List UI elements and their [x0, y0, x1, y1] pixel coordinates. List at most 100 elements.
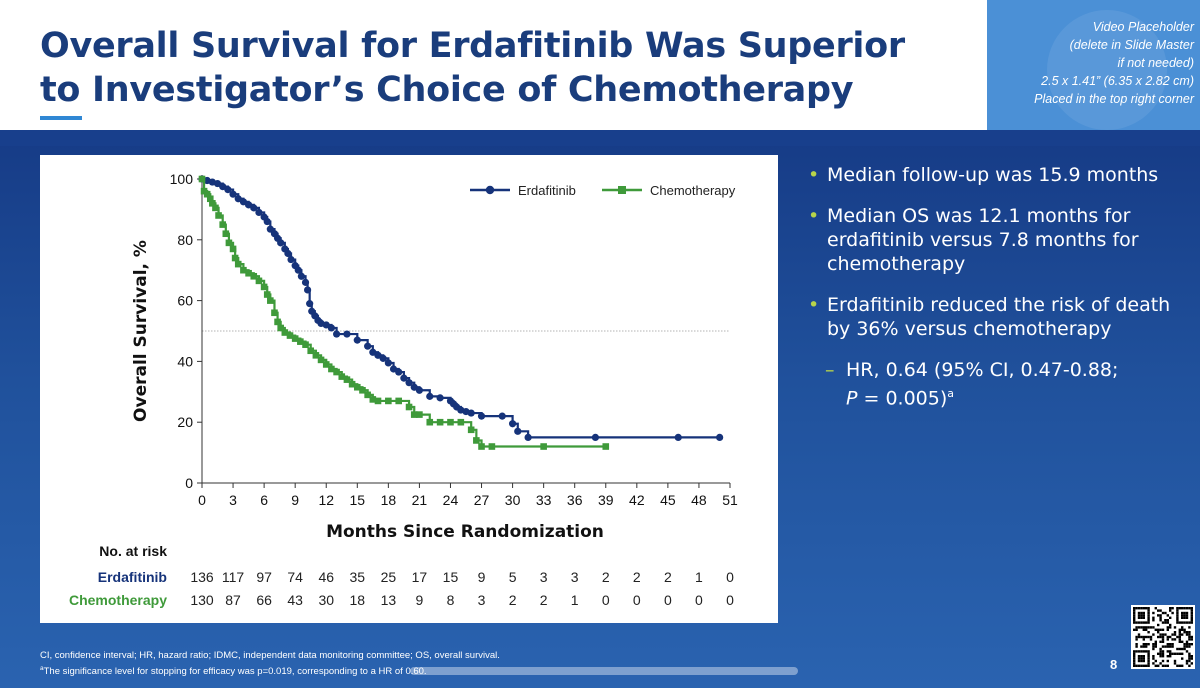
risk-value-erdafitinib: 25 — [381, 569, 397, 585]
x-tick-label: 36 — [567, 492, 583, 508]
data-point-erdafitinib — [304, 286, 312, 294]
qr-module — [1185, 645, 1189, 648]
qr-module — [1161, 650, 1165, 653]
data-point-chemotherapy — [260, 283, 268, 291]
qr-module — [1137, 655, 1141, 658]
page-number: 8 — [1110, 657, 1118, 672]
qr-module — [1181, 657, 1184, 660]
video-placeholder[interactable]: Video Placeholder (delete in Slide Maste… — [987, 0, 1200, 130]
qr-module — [1169, 650, 1172, 653]
data-point-erdafitinib — [591, 433, 600, 441]
data-point-chemotherapy — [488, 443, 496, 450]
data-point-chemotherapy — [250, 272, 258, 280]
qr-module — [1173, 662, 1177, 665]
qr-module — [1142, 657, 1145, 660]
qr-module — [1181, 628, 1184, 631]
footnote-abbreviations: CI, confidence interval; HR, hazard rati… — [40, 650, 500, 661]
qr-module — [1190, 614, 1193, 617]
qr-module — [1188, 657, 1191, 660]
qr-module — [1149, 635, 1153, 639]
x-tick-label: 6 — [260, 492, 268, 508]
qr-module — [1135, 635, 1138, 639]
qr-module — [1142, 635, 1145, 639]
qr-module — [1183, 614, 1186, 617]
data-point-erdafitinib — [277, 239, 285, 247]
data-point-chemotherapy — [222, 230, 230, 238]
qr-module — [1185, 614, 1189, 617]
x-tick-label: 51 — [722, 492, 738, 508]
qr-module — [1137, 614, 1141, 617]
qr-module — [1164, 619, 1167, 622]
qr-module — [1181, 652, 1184, 655]
qr-module — [1166, 628, 1169, 631]
qr-module — [1133, 657, 1136, 660]
risk-value-chemotherapy: 66 — [256, 592, 272, 608]
qr-module — [1190, 638, 1193, 641]
risk-value-erdafitinib: 2 — [633, 569, 641, 585]
qr-module — [1157, 664, 1160, 667]
qr-module — [1133, 664, 1136, 667]
qr-module — [1147, 643, 1150, 646]
bullet-text: Erdafitinib reduced the risk of death by… — [827, 294, 1171, 340]
x-tick-label: 24 — [443, 492, 459, 508]
qr-module — [1169, 635, 1172, 639]
qr-module — [1185, 659, 1189, 663]
qr-module — [1140, 645, 1143, 648]
qr-module — [1142, 650, 1145, 653]
qr-module — [1154, 607, 1157, 610]
qr-module — [1171, 652, 1174, 655]
data-point-chemotherapy — [385, 397, 392, 405]
qr-module — [1154, 643, 1157, 646]
risk-value-erdafitinib: 2 — [602, 569, 610, 585]
qr-module — [1185, 650, 1189, 653]
legend-label-erdafitinib: Erdafitinib — [518, 183, 576, 198]
data-point-erdafitinib — [250, 204, 258, 212]
qr-module — [1164, 664, 1167, 667]
qr-module — [1190, 619, 1193, 622]
data-point-chemotherapy — [281, 329, 289, 336]
risk-value-erdafitinib: 136 — [190, 569, 214, 585]
qr-module — [1137, 664, 1141, 667]
video-placeholder-line: 2.5 x 1.41” (6.35 x 2.82 cm) — [1041, 74, 1194, 88]
risk-value-erdafitinib: 15 — [443, 569, 459, 585]
qr-module — [1133, 652, 1136, 655]
footnote-marker: a — [947, 387, 955, 400]
qr-module — [1178, 664, 1181, 667]
data-point-erdafitinib — [716, 433, 724, 441]
x-tick-label: 3 — [229, 492, 237, 508]
risk-value-chemotherapy: 8 — [447, 592, 455, 608]
risk-value-erdafitinib: 1 — [695, 569, 703, 585]
qr-code-icon[interactable] — [1131, 605, 1195, 669]
qr-module — [1145, 650, 1148, 653]
qr-module — [1142, 614, 1145, 617]
qr-module — [1157, 628, 1160, 631]
qr-module — [1181, 633, 1184, 636]
qr-module — [1178, 621, 1181, 624]
qr-module — [1140, 614, 1143, 617]
qr-module — [1157, 635, 1160, 639]
data-point-erdafitinib — [229, 190, 237, 198]
qr-module — [1183, 631, 1186, 634]
data-point-erdafitinib — [674, 433, 682, 441]
data-point-erdafitinib — [263, 217, 271, 226]
horizontal-scrollbar[interactable] — [410, 667, 798, 675]
qr-module — [1176, 619, 1179, 622]
qr-module — [1181, 611, 1184, 615]
qr-module — [1190, 655, 1193, 658]
qr-module — [1185, 616, 1189, 619]
qr-module — [1152, 647, 1155, 651]
risk-value-chemotherapy: 3 — [478, 592, 486, 608]
qr-module — [1190, 643, 1193, 646]
data-point-chemotherapy — [225, 239, 233, 247]
qr-module — [1188, 645, 1191, 648]
data-point-chemotherapy — [307, 347, 315, 355]
data-point-chemotherapy — [322, 361, 330, 368]
qr-module — [1161, 621, 1165, 624]
qr-module — [1169, 616, 1172, 619]
qr-module — [1185, 611, 1189, 615]
risk-value-chemotherapy: 0 — [726, 592, 734, 608]
qr-module — [1147, 611, 1150, 615]
qr-module — [1164, 611, 1167, 615]
qr-module — [1140, 635, 1143, 639]
footnote-significance-text: The significance level for stopping for … — [43, 666, 427, 678]
